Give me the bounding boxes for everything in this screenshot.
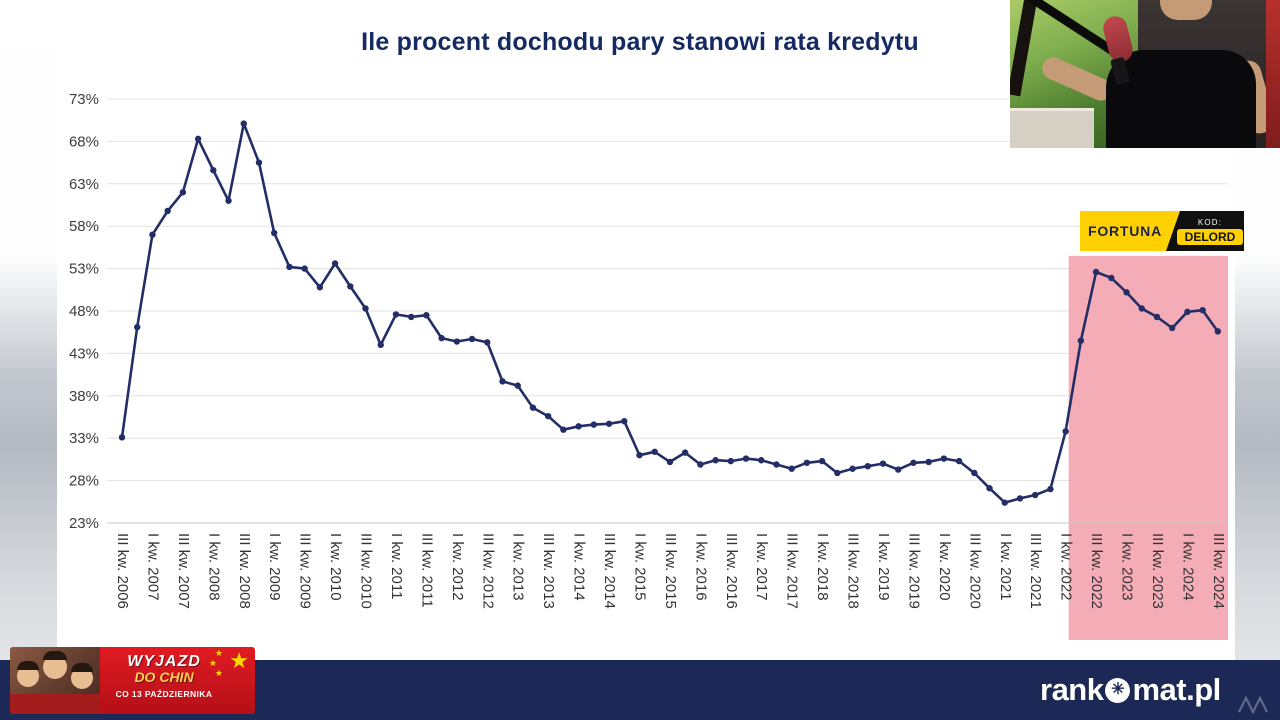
svg-text:III kw. 2013: III kw. 2013 [540,533,557,609]
trip-banner-text: WYJAZD DO CHIN CO 13 PAŹDZIERNIKA [102,653,226,699]
svg-text:III kw. 2014: III kw. 2014 [601,533,618,609]
person-face [17,665,39,687]
person-hair [71,663,93,672]
promo-banner-fortuna: FORTUNA KOD: DELORD [1080,211,1244,251]
svg-text:I kw. 2010: I kw. 2010 [327,533,344,601]
svg-text:I kw. 2016: I kw. 2016 [692,533,709,601]
presenter-torso [1106,50,1256,148]
svg-text:III kw. 2024: III kw. 2024 [1210,533,1227,609]
promo-kod-label: KOD: [1197,217,1223,227]
svg-text:III kw. 2017: III kw. 2017 [784,533,801,609]
trip-banner-photo [10,647,100,714]
svg-text:I kw. 2009: I kw. 2009 [266,533,283,601]
svg-text:38%: 38% [69,388,99,405]
svg-text:III kw. 2012: III kw. 2012 [479,533,496,609]
presenter-face [1160,0,1212,20]
mortgage-income-share-line-chart: 73% 68% 63% 58% 53% 48% 43% 38% 33% 28% 23% III kw.… [69,91,1228,640]
promo-brand-label: FORTUNA [1087,223,1163,239]
svg-text:III kw. 2019: III kw. 2019 [905,533,922,609]
watermark-icon [1238,696,1268,714]
svg-text:I kw. 2017: I kw. 2017 [753,533,770,601]
chart-title: Ile procent dochodu pary stanowi rata kr… [361,28,919,56]
promo-code-value: DELORD [1176,228,1244,245]
svg-text:I kw. 2008: I kw. 2008 [205,533,222,601]
promo-brand-area: FORTUNA [1080,211,1180,251]
clothing [10,694,100,714]
svg-text:I kw. 2020: I kw. 2020 [936,533,953,601]
svg-text:I kw. 2015: I kw. 2015 [631,533,648,601]
svg-text:III kw. 2006: III kw. 2006 [114,533,131,609]
svg-text:I kw. 2007: I kw. 2007 [144,533,161,601]
svg-text:I kw. 2021: I kw. 2021 [997,533,1014,601]
person-hair [17,661,39,670]
svg-text:73%: 73% [69,91,99,108]
svg-text:I kw. 2019: I kw. 2019 [875,533,892,601]
trip-title-line1: WYJAZD [127,653,201,670]
person-face [71,667,93,689]
svg-text:III kw. 2016: III kw. 2016 [723,533,740,609]
svg-text:58%: 58% [69,218,99,235]
svg-text:I kw. 2013: I kw. 2013 [510,533,527,601]
svg-text:33%: 33% [69,430,99,447]
trip-date-line: CO 13 PAŹDZIERNIKA [115,689,213,699]
svg-text:I kw. 2018: I kw. 2018 [814,533,831,601]
svg-text:53%: 53% [69,261,99,278]
svg-text:I kw. 2023: I kw. 2023 [1119,533,1136,601]
svg-text:III kw. 2021: III kw. 2021 [1027,533,1044,609]
svg-text:I kw. 2024: I kw. 2024 [1179,533,1196,601]
svg-text:III kw. 2011: III kw. 2011 [418,533,435,608]
rankomat-logo: rank ✳ mat.pl [1040,671,1221,709]
svg-text:III kw. 2023: III kw. 2023 [1149,533,1166,609]
svg-text:III kw. 2022: III kw. 2022 [1088,533,1105,609]
trip-banner: WYJAZD DO CHIN CO 13 PAŹDZIERNIKA ★ ★ ★ … [10,647,255,714]
svg-text:III kw. 2009: III kw. 2009 [297,533,314,609]
svg-text:28%: 28% [69,473,99,490]
svg-text:I kw. 2012: I kw. 2012 [449,533,466,601]
svg-text:I kw. 2014: I kw. 2014 [571,533,588,601]
trip-title-line2: DO CHIN [134,669,194,685]
person-hair [43,651,67,660]
logo-prefix: rank [1040,672,1104,707]
svg-text:III kw. 2018: III kw. 2018 [845,533,862,609]
star-icon: ★ [208,658,217,668]
svg-text:III kw. 2007: III kw. 2007 [175,533,192,609]
window-sill [1010,108,1094,148]
svg-text:23%: 23% [69,515,99,532]
svg-text:III kw. 2008: III kw. 2008 [236,533,253,609]
svg-text:I kw. 2011: I kw. 2011 [388,533,405,599]
svg-text:63%: 63% [69,176,99,193]
red-backdrop [1266,0,1280,148]
svg-text:I kw. 2022: I kw. 2022 [1058,533,1075,601]
svg-text:III kw. 2020: III kw. 2020 [966,533,983,609]
webcam-overlay [1010,0,1280,148]
promo-code-area: KOD: DELORD [1176,211,1244,251]
svg-text:68%: 68% [69,133,99,150]
wheel-icon: ✳ [1105,677,1131,703]
star-icon: ★ [229,648,249,673]
star-icon: ★ [214,648,223,658]
star-icon: ★ [214,668,223,678]
svg-text:43%: 43% [69,345,99,362]
svg-text:III kw. 2010: III kw. 2010 [358,533,375,609]
svg-text:III kw. 2015: III kw. 2015 [662,533,679,609]
logo-suffix: mat.pl [1132,672,1221,707]
svg-text:48%: 48% [69,303,99,320]
